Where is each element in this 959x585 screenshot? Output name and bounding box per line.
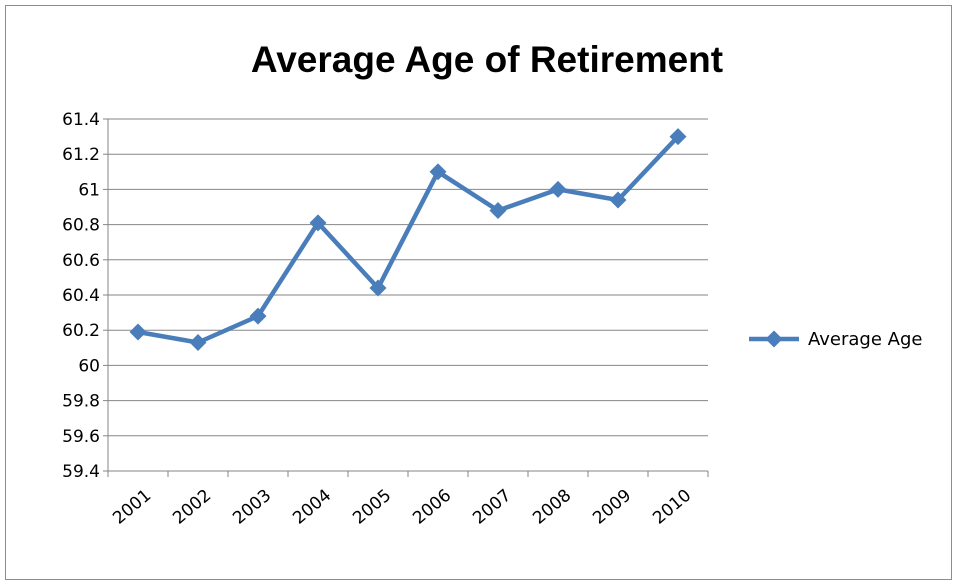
y-tick-label: 60.4 <box>62 286 100 306</box>
y-tick-label: 59.6 <box>62 427 100 447</box>
data-point-marker <box>669 128 687 146</box>
y-tick-label: 60.2 <box>62 321 100 341</box>
x-tick-label: 2004 <box>289 486 335 529</box>
y-tick-label: 61.4 <box>62 110 100 130</box>
x-tick-label: 2002 <box>169 486 215 529</box>
legend-marker-swatch <box>765 330 783 348</box>
x-tick-label: 2008 <box>529 486 575 529</box>
y-tick-label: 59.4 <box>62 462 100 482</box>
series-layer <box>129 128 687 352</box>
legend-label: Average Age <box>808 329 922 350</box>
x-tick-label: 2006 <box>409 486 455 529</box>
x-tick-label: 2007 <box>469 486 515 529</box>
gridlines <box>108 118 708 437</box>
data-point-marker <box>489 202 507 220</box>
data-point-marker <box>549 180 567 198</box>
x-tick-labels: 2001 2002 2003 2004 2005 2006 2007 2008 2009 2010 <box>109 486 695 529</box>
y-tick-label: 60.8 <box>62 216 100 236</box>
chart-frame <box>5 5 952 580</box>
data-point-marker <box>429 163 447 181</box>
y-tick-labels: 59.4 59.6 59.8 60 60.2 60.4 60.6 60.8 61 61.2 61.4 <box>62 110 100 482</box>
axes <box>103 118 709 477</box>
y-tick-label: 61 <box>78 180 100 200</box>
y-tick-label: 59.8 <box>62 392 100 412</box>
data-point-marker <box>369 279 387 297</box>
x-tick-label: 2001 <box>109 486 155 529</box>
chart-title: Average Age of Retirement <box>251 39 723 80</box>
data-point-marker <box>249 307 267 325</box>
series-line <box>137 135 680 345</box>
data-point-marker <box>189 334 207 352</box>
legend: Average Age <box>749 329 922 350</box>
x-tick-label: 2003 <box>229 486 275 529</box>
x-tick-label: 2010 <box>649 486 695 529</box>
data-point-marker <box>309 214 327 232</box>
y-tick-label: 60.6 <box>62 251 100 271</box>
data-point-marker <box>129 323 147 341</box>
y-tick-label: 60 <box>78 356 100 376</box>
x-tick-label: 2009 <box>589 486 635 529</box>
y-tick-label: 61.2 <box>62 145 100 165</box>
x-tick-label: 2005 <box>349 486 395 529</box>
data-point-marker <box>609 191 627 209</box>
